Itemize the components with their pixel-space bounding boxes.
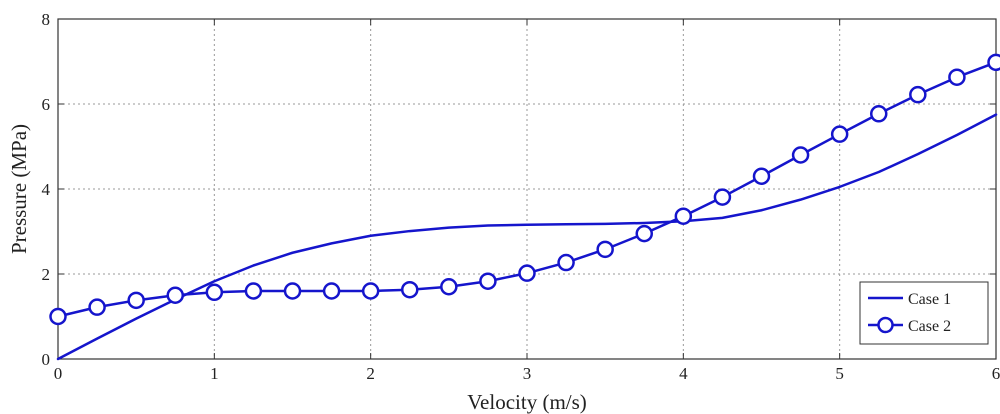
data-point-case-2: [283, 282, 302, 300]
data-point-case-2: [635, 224, 653, 243]
y-tick-label: 2: [42, 265, 51, 284]
legend-box: [859, 281, 989, 345]
x-tick-label: 4: [679, 364, 688, 383]
data-point-case-2: [166, 286, 184, 304]
x-tick-label: 5: [835, 364, 844, 383]
data-point-case-2: [127, 291, 145, 310]
data-point-case-2: [88, 298, 106, 316]
legend-marker-case-2: [877, 316, 894, 334]
x-tick-label: 3: [523, 364, 532, 383]
x-tick-label: 0: [54, 364, 63, 383]
plot-frame: [57, 18, 997, 360]
y-tick-label: 6: [42, 95, 51, 114]
grid: [57, 18, 997, 360]
legend-label-case-2: Case 2: [908, 318, 951, 335]
legend: Case 1 Case 2: [859, 281, 989, 345]
data-point-case-2: [557, 253, 575, 272]
x-tick-label: 2: [366, 364, 375, 383]
data-point-case-2: [401, 280, 419, 299]
y-tick-label: 8: [42, 10, 51, 29]
data-point-case-2: [205, 283, 224, 302]
data-point-case-2: [440, 278, 458, 296]
y-tick-label: 4: [42, 180, 51, 199]
data-point-case-2: [244, 282, 263, 300]
data-point-case-2: [987, 53, 1000, 72]
tick-labels: 0 1 2 3 4 5 6 0 2 4 6 8: [42, 10, 1000, 383]
data-point-case-2: [49, 307, 67, 326]
data-point-case-2: [791, 146, 810, 164]
series-layer: [49, 53, 1000, 361]
data-point-case-2: [322, 282, 341, 300]
data-point-case-2: [596, 240, 614, 259]
x-axis-label: Velocity (m/s): [467, 390, 587, 414]
data-point-case-2: [518, 264, 536, 282]
data-point-case-2: [713, 188, 732, 206]
y-axis-label: Pressure (MPa): [7, 124, 31, 254]
x-tick-label: 6: [992, 364, 1000, 383]
data-point-case-2: [361, 282, 380, 300]
x-tick-label: 1: [210, 364, 219, 383]
data-point-case-2: [830, 125, 849, 143]
series-line-case-1: [56, 113, 998, 361]
legend-label-case-1: Case 1: [908, 291, 951, 308]
data-point-case-2: [948, 68, 966, 86]
data-point-case-2: [909, 85, 927, 104]
y-tick-label: 0: [42, 350, 51, 369]
data-point-case-2: [674, 207, 693, 225]
data-point-case-2: [752, 167, 771, 185]
data-point-case-2: [870, 105, 888, 123]
data-point-case-2: [479, 272, 497, 290]
